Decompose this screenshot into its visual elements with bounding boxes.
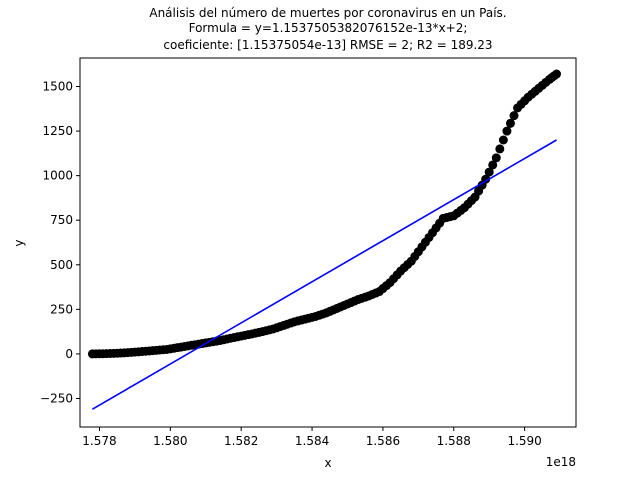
scatter-points	[87, 69, 562, 359]
scatter-point	[509, 111, 519, 121]
y-tick-label: −250	[40, 391, 73, 405]
x-tick-label: 1.582	[224, 434, 258, 448]
scatter-point	[502, 126, 512, 136]
x-tick-label: 1.584	[295, 434, 329, 448]
y-axis-ticks: −250 0 250 500 750 1000 1250 1500	[40, 80, 80, 405]
y-tick-label: 750	[50, 213, 73, 227]
x-offset-label: 1e18	[546, 455, 576, 469]
x-tick-label: 1.578	[82, 434, 116, 448]
chart-title-line-1: Análisis del número de muertes por coron…	[149, 6, 506, 20]
scatter-point	[481, 174, 491, 184]
scatter-point	[484, 167, 494, 177]
y-axis-label: y	[12, 239, 26, 246]
chart-title-line-2: Formula = y=1.1537505382076152e-13*x+2;	[189, 21, 468, 35]
x-tick-label: 1.580	[153, 434, 187, 448]
x-axis-label: x	[324, 456, 331, 470]
fit-line	[91, 139, 557, 410]
scatter-point	[498, 135, 508, 145]
x-tick-label: 1.590	[507, 434, 541, 448]
y-tick-label: 1000	[42, 169, 73, 183]
x-tick-label: 1.588	[437, 434, 471, 448]
scatter-point	[488, 160, 498, 170]
scatter-point	[495, 144, 505, 154]
scatter-point	[505, 118, 515, 128]
plot-frame	[79, 57, 577, 428]
y-tick-label: 250	[50, 302, 73, 316]
y-tick-label: 1250	[42, 124, 73, 138]
x-tick-label: 1.586	[366, 434, 400, 448]
chart-title-line-3: coeficiente: [1.15375054e-13] RMSE = 2; …	[163, 38, 492, 52]
x-axis-ticks: 1.578 1.580 1.582 1.584 1.586 1.588 1.590	[82, 427, 542, 448]
y-tick-label: 0	[65, 347, 73, 361]
scatter-point	[552, 69, 562, 79]
y-tick-label: 500	[50, 258, 73, 272]
regression-line	[91, 139, 557, 410]
scatter-point	[491, 153, 501, 163]
y-tick-label: 1500	[42, 80, 73, 94]
